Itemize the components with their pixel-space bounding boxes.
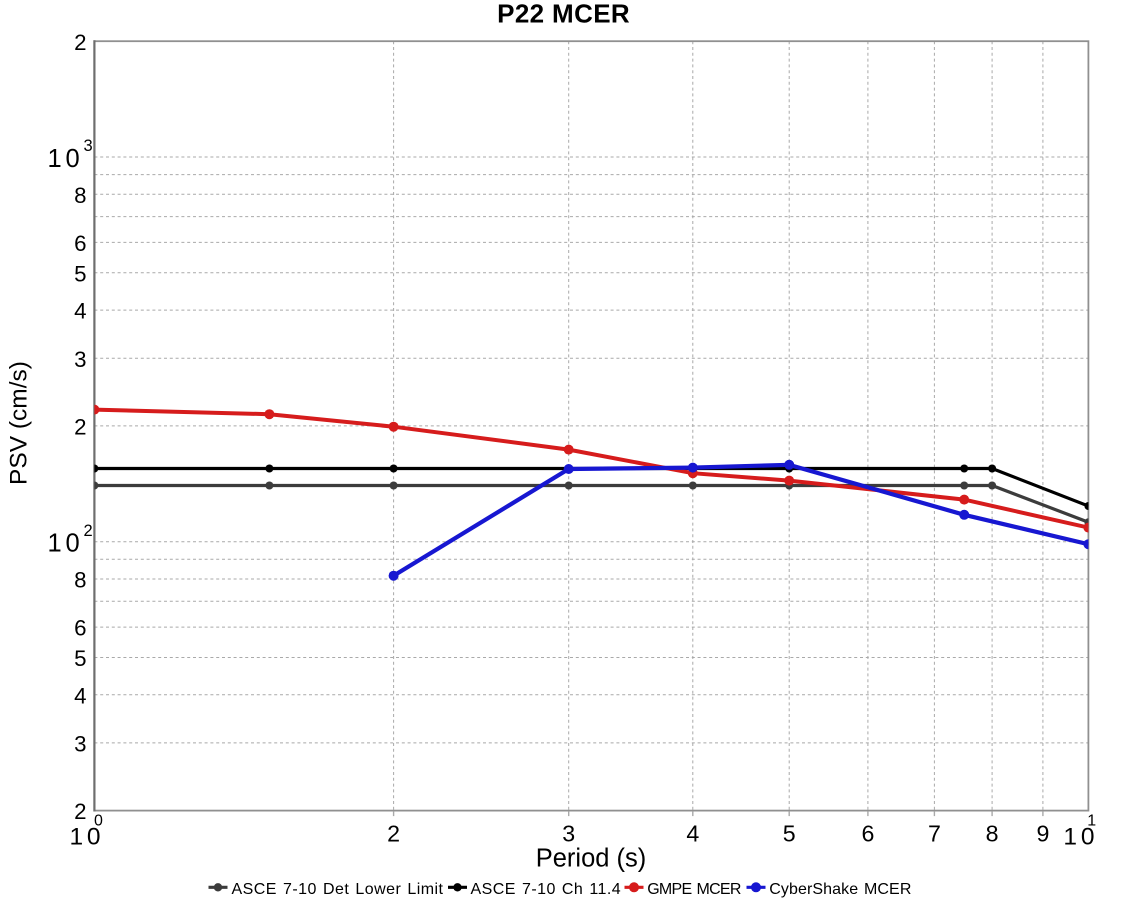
svg-text:4: 4 <box>74 683 86 708</box>
svg-text:6: 6 <box>861 821 874 847</box>
svg-text:Period (s): Period (s) <box>536 845 647 873</box>
svg-text:ASCE 7-10 Det Lower Limit: ASCE 7-10 Det Lower Limit <box>232 881 444 898</box>
svg-text:3: 3 <box>74 347 86 372</box>
svg-text:5: 5 <box>783 821 796 847</box>
svg-text:5: 5 <box>74 261 86 286</box>
svg-text:3: 3 <box>74 732 86 757</box>
svg-text:4: 4 <box>74 299 86 324</box>
svg-text:3: 3 <box>562 821 575 847</box>
svg-text:8: 8 <box>74 568 86 593</box>
svg-text:2: 2 <box>74 30 86 55</box>
svg-text:2: 2 <box>74 415 86 440</box>
svg-text:6: 6 <box>74 616 86 641</box>
svg-text:7: 7 <box>928 821 941 847</box>
svg-text:2: 2 <box>74 799 86 824</box>
svg-text:GMPE MCER: GMPE MCER <box>647 881 741 898</box>
svg-text:5: 5 <box>74 646 86 671</box>
svg-text:ASCE 7-10 Ch 11.4: ASCE 7-10 Ch 11.4 <box>471 881 622 898</box>
svg-text:9: 9 <box>1036 821 1049 847</box>
svg-text:8: 8 <box>74 183 86 208</box>
svg-text:4: 4 <box>686 821 699 847</box>
svg-text:CyberShake MCER: CyberShake MCER <box>769 881 911 898</box>
svg-text:6: 6 <box>74 231 86 256</box>
svg-text:P22 MCER: P22 MCER <box>497 0 630 29</box>
svg-text:PSV (cm/s): PSV (cm/s) <box>6 361 33 485</box>
svg-text:8: 8 <box>986 821 999 847</box>
svg-text:2: 2 <box>387 821 400 847</box>
